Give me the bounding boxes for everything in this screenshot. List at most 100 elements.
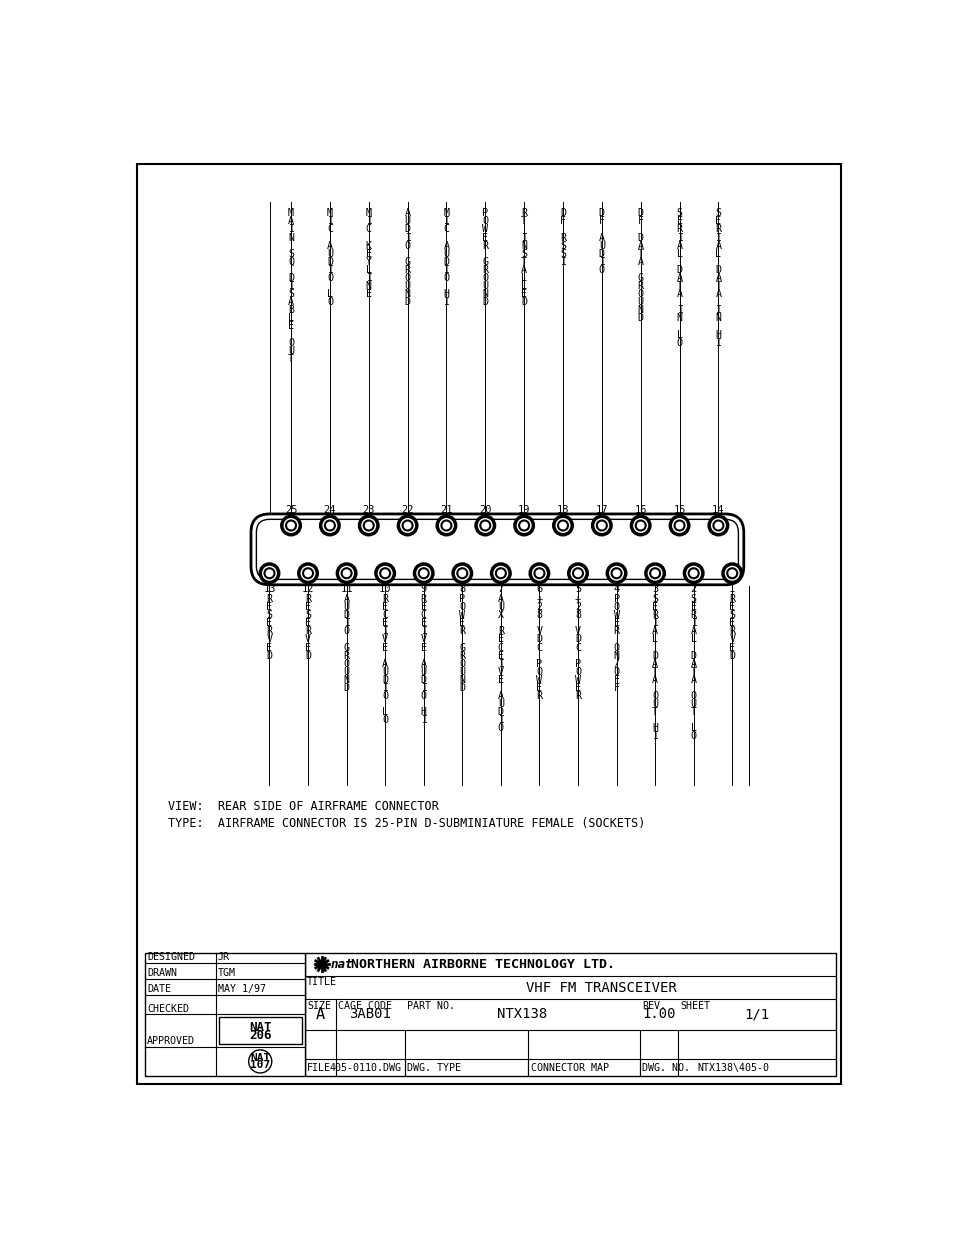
Text: T: T bbox=[690, 708, 696, 718]
Text: O: O bbox=[343, 626, 349, 636]
Text: R: R bbox=[420, 594, 426, 604]
Circle shape bbox=[611, 568, 621, 578]
Text: I: I bbox=[520, 232, 527, 242]
Text: D: D bbox=[443, 257, 449, 267]
Circle shape bbox=[281, 516, 300, 535]
Text: I: I bbox=[365, 273, 372, 283]
Text: NAT: NAT bbox=[249, 1021, 272, 1034]
Text: I: I bbox=[715, 305, 720, 315]
Circle shape bbox=[491, 564, 510, 583]
Text: O: O bbox=[676, 337, 681, 347]
Circle shape bbox=[597, 520, 606, 531]
Text: O: O bbox=[404, 273, 410, 283]
Text: O: O bbox=[690, 692, 696, 701]
Text: R: R bbox=[559, 232, 565, 242]
Text: N: N bbox=[404, 289, 410, 299]
Text: O: O bbox=[497, 724, 503, 734]
Text: I: I bbox=[327, 264, 333, 275]
Text: D: D bbox=[637, 232, 643, 242]
Text: 25: 25 bbox=[285, 505, 297, 515]
Bar bbox=[218, 1016, 301, 1045]
Text: S: S bbox=[652, 594, 658, 604]
Text: A: A bbox=[382, 658, 388, 668]
Circle shape bbox=[674, 520, 684, 531]
Text: W: W bbox=[482, 225, 488, 235]
Circle shape bbox=[645, 564, 663, 583]
Text: O: O bbox=[382, 692, 388, 701]
Text: 7: 7 bbox=[497, 584, 503, 594]
Text: A: A bbox=[497, 692, 503, 701]
Text: E: E bbox=[266, 642, 273, 652]
Text: R: R bbox=[690, 610, 696, 620]
Text: NORTHERN AIRBORNE TECHNOLOGY LTD.: NORTHERN AIRBORNE TECHNOLOGY LTD. bbox=[351, 958, 615, 971]
Text: /: / bbox=[613, 658, 618, 668]
Circle shape bbox=[456, 568, 467, 578]
Text: I: I bbox=[288, 225, 294, 235]
Text: I: I bbox=[288, 282, 294, 291]
Text: T: T bbox=[676, 282, 681, 291]
Text: G: G bbox=[637, 273, 643, 283]
Text: E: E bbox=[728, 603, 735, 613]
Text: R: R bbox=[637, 282, 643, 291]
Circle shape bbox=[453, 564, 471, 583]
Text: E: E bbox=[728, 642, 735, 652]
Text: G: G bbox=[404, 257, 410, 267]
Text: DWG. NO.: DWG. NO. bbox=[641, 1062, 689, 1072]
Text: S: S bbox=[690, 594, 696, 604]
Text: N: N bbox=[343, 674, 349, 685]
Text: I: I bbox=[382, 683, 388, 693]
Text: D: D bbox=[404, 225, 410, 235]
Circle shape bbox=[558, 520, 567, 531]
Text: V: V bbox=[575, 626, 580, 636]
Text: DRAWN: DRAWN bbox=[147, 968, 177, 978]
Text: Q: Q bbox=[288, 257, 294, 267]
Circle shape bbox=[298, 564, 317, 583]
Text: E: E bbox=[536, 683, 542, 693]
Text: C: C bbox=[420, 610, 426, 620]
Text: D: D bbox=[536, 635, 542, 645]
Text: U: U bbox=[343, 667, 349, 677]
Text: R: R bbox=[266, 594, 273, 604]
Text: O: O bbox=[482, 216, 488, 226]
Text: G: G bbox=[482, 257, 488, 267]
Text: 206: 206 bbox=[249, 1029, 272, 1042]
Text: A: A bbox=[690, 658, 696, 668]
Text: O: O bbox=[404, 241, 410, 251]
Text: L: L bbox=[365, 264, 372, 275]
Text: U: U bbox=[404, 282, 410, 291]
Text: E: E bbox=[613, 619, 618, 629]
Text: 405-0110.DWG: 405-0110.DWG bbox=[329, 1062, 401, 1072]
Text: 13: 13 bbox=[263, 584, 275, 594]
Text: DATE: DATE bbox=[147, 984, 171, 994]
Text: DESIGNED: DESIGNED bbox=[147, 952, 194, 962]
Text: E: E bbox=[458, 619, 465, 629]
Text: N: N bbox=[458, 674, 465, 685]
Text: T: T bbox=[652, 708, 658, 718]
Text: E: E bbox=[305, 619, 311, 629]
Circle shape bbox=[683, 564, 702, 583]
Text: SHEET: SHEET bbox=[679, 1000, 710, 1010]
Text: D: D bbox=[266, 651, 273, 661]
Text: 8: 8 bbox=[536, 610, 542, 620]
Text: R: R bbox=[305, 594, 311, 604]
Circle shape bbox=[649, 568, 659, 578]
Text: S: S bbox=[288, 289, 294, 299]
Text: CHECKED: CHECKED bbox=[147, 1004, 189, 1014]
Text: V: V bbox=[497, 667, 503, 677]
Text: E: E bbox=[382, 619, 388, 629]
Text: A: A bbox=[652, 626, 658, 636]
Text: MAY 1/97: MAY 1/97 bbox=[217, 984, 266, 994]
Text: N: N bbox=[288, 232, 294, 242]
Text: I: I bbox=[690, 619, 696, 629]
Text: TGM: TGM bbox=[217, 968, 235, 978]
Text: 2: 2 bbox=[575, 603, 580, 613]
Text: C: C bbox=[536, 642, 542, 652]
Text: E: E bbox=[652, 603, 658, 613]
Text: I: I bbox=[443, 216, 449, 226]
Text: R: R bbox=[728, 594, 735, 604]
Circle shape bbox=[320, 516, 338, 535]
Text: A: A bbox=[598, 232, 604, 242]
Text: VHF FM TRANSCEIVER: VHF FM TRANSCEIVER bbox=[525, 981, 676, 994]
Text: U: U bbox=[382, 667, 388, 677]
Circle shape bbox=[325, 520, 335, 531]
